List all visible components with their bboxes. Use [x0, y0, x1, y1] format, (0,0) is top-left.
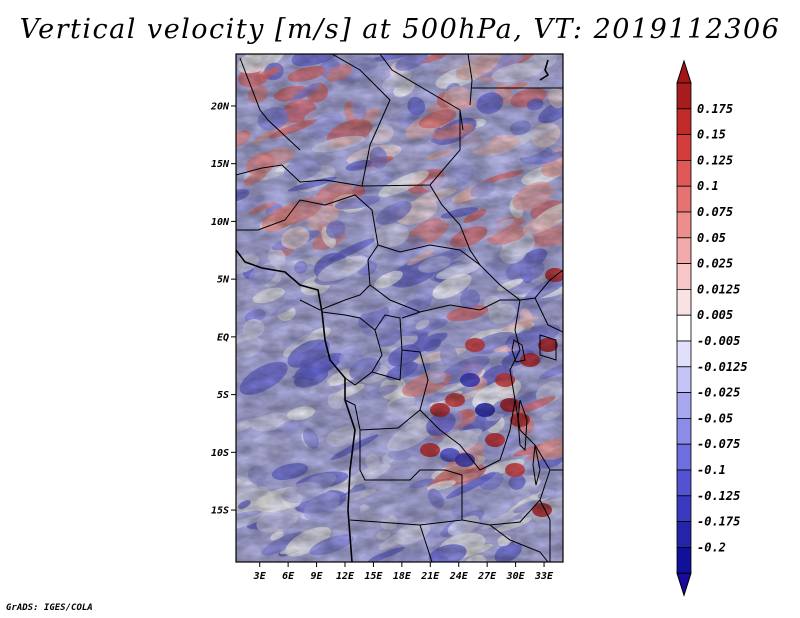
colorbar-label: -0.005: [697, 334, 740, 348]
lat-tick-label: 20N: [210, 101, 230, 112]
lat-tick-label: 15N: [211, 159, 230, 170]
colorbar-swatch: [676, 134, 692, 161]
colorbar-swatch: [676, 366, 692, 393]
colorbar-label: 0.075: [697, 205, 733, 219]
colorbar-label: -0.025: [697, 386, 740, 400]
lat-tick-label: 5N: [217, 275, 230, 286]
longitude-axis: 3E 6E 9E 12E 15E 18E 21E 24E 27E 30E 33E: [253, 562, 554, 582]
lon-tick-label: 33E: [534, 571, 554, 582]
colorbar-swatch: [676, 237, 692, 265]
map-frame: [235, 53, 564, 563]
colorbar-label: -0.1: [697, 463, 726, 477]
colorbar-label: 0.0125: [697, 282, 740, 296]
lon-tick-label: 21E: [420, 571, 440, 582]
colorbar-swatch: [676, 469, 692, 497]
colorbar-swatch: [676, 443, 692, 471]
colorbar-label: 0.005: [697, 308, 733, 322]
colorbar-bottom-arrow: [676, 572, 692, 597]
colorbar: 0.175 0.15 0.125 0.1 0.075 0.05 0.025 0.0125 0.0…: [676, 59, 748, 597]
lat-tick-label: EQ: [217, 332, 229, 343]
plot-title: Vertical velocity [m/s] at 500hPa, VT: 2…: [19, 14, 781, 45]
colorbar-swatch: [676, 495, 692, 522]
colorbar-swatch: [676, 108, 692, 136]
latitude-axis: 20N 15N 10N 5N EQ 5S 10S 15S: [210, 101, 236, 517]
lat-tick-label: 5S: [217, 390, 229, 401]
lon-tick-label: 15E: [364, 571, 383, 582]
colorbar-label: -0.175: [697, 515, 740, 529]
colorbar-label: -0.0125: [697, 360, 748, 374]
colorbar-swatch: [676, 314, 692, 342]
colorbar-label: 0.025: [697, 257, 733, 271]
lat-tick-label: 10S: [211, 448, 229, 459]
colorbar-swatch: [676, 340, 692, 368]
lon-tick-label: 18E: [393, 571, 412, 582]
map-panel: [236, 54, 563, 562]
lon-tick-label: 3E: [253, 571, 267, 582]
lat-tick-label: 15S: [211, 506, 229, 517]
colorbar-swatch: [676, 185, 692, 213]
colorbar-label: -0.125: [697, 489, 740, 503]
colorbar-swatch: [676, 159, 692, 187]
lat-tick-label: 10N: [211, 217, 230, 228]
lon-tick-label: 24E: [449, 571, 469, 582]
colorbar-label: 0.175: [697, 102, 733, 116]
lon-tick-label: 27E: [477, 571, 497, 582]
colorbar-swatch: [676, 417, 692, 445]
colorbar-label: 0.125: [697, 153, 733, 167]
colorbar-swatch: [676, 288, 692, 316]
colorbar-top-arrow: [676, 59, 692, 84]
colorbar-label: -0.075: [697, 437, 740, 451]
colorbar-label: 0.15: [697, 128, 726, 142]
colorbar-label: -0.05: [697, 411, 733, 425]
country-borders: [236, 54, 563, 562]
colorbar-swatch: [676, 211, 692, 239]
colorbar-label: -0.2: [697, 540, 726, 554]
lon-tick-label: 9E: [311, 571, 324, 582]
lon-tick-label: 12E: [336, 571, 355, 582]
coastline: [236, 59, 550, 562]
colorbar-label: 0.05: [697, 231, 726, 245]
lon-tick-label: 30E: [506, 571, 526, 582]
colorbar-swatch: [676, 521, 692, 548]
colorbar-label: 0.1: [697, 179, 719, 193]
field-texture: [236, 54, 563, 562]
colorbar-swatch: [676, 263, 692, 290]
colorbar-swatch: [676, 392, 692, 419]
lon-tick-label: 6E: [282, 571, 295, 582]
colorbar-swatch: [676, 547, 692, 574]
grads-credit: GrADS: IGES/COLA: [6, 603, 93, 613]
colorbar-swatch: [676, 82, 692, 110]
